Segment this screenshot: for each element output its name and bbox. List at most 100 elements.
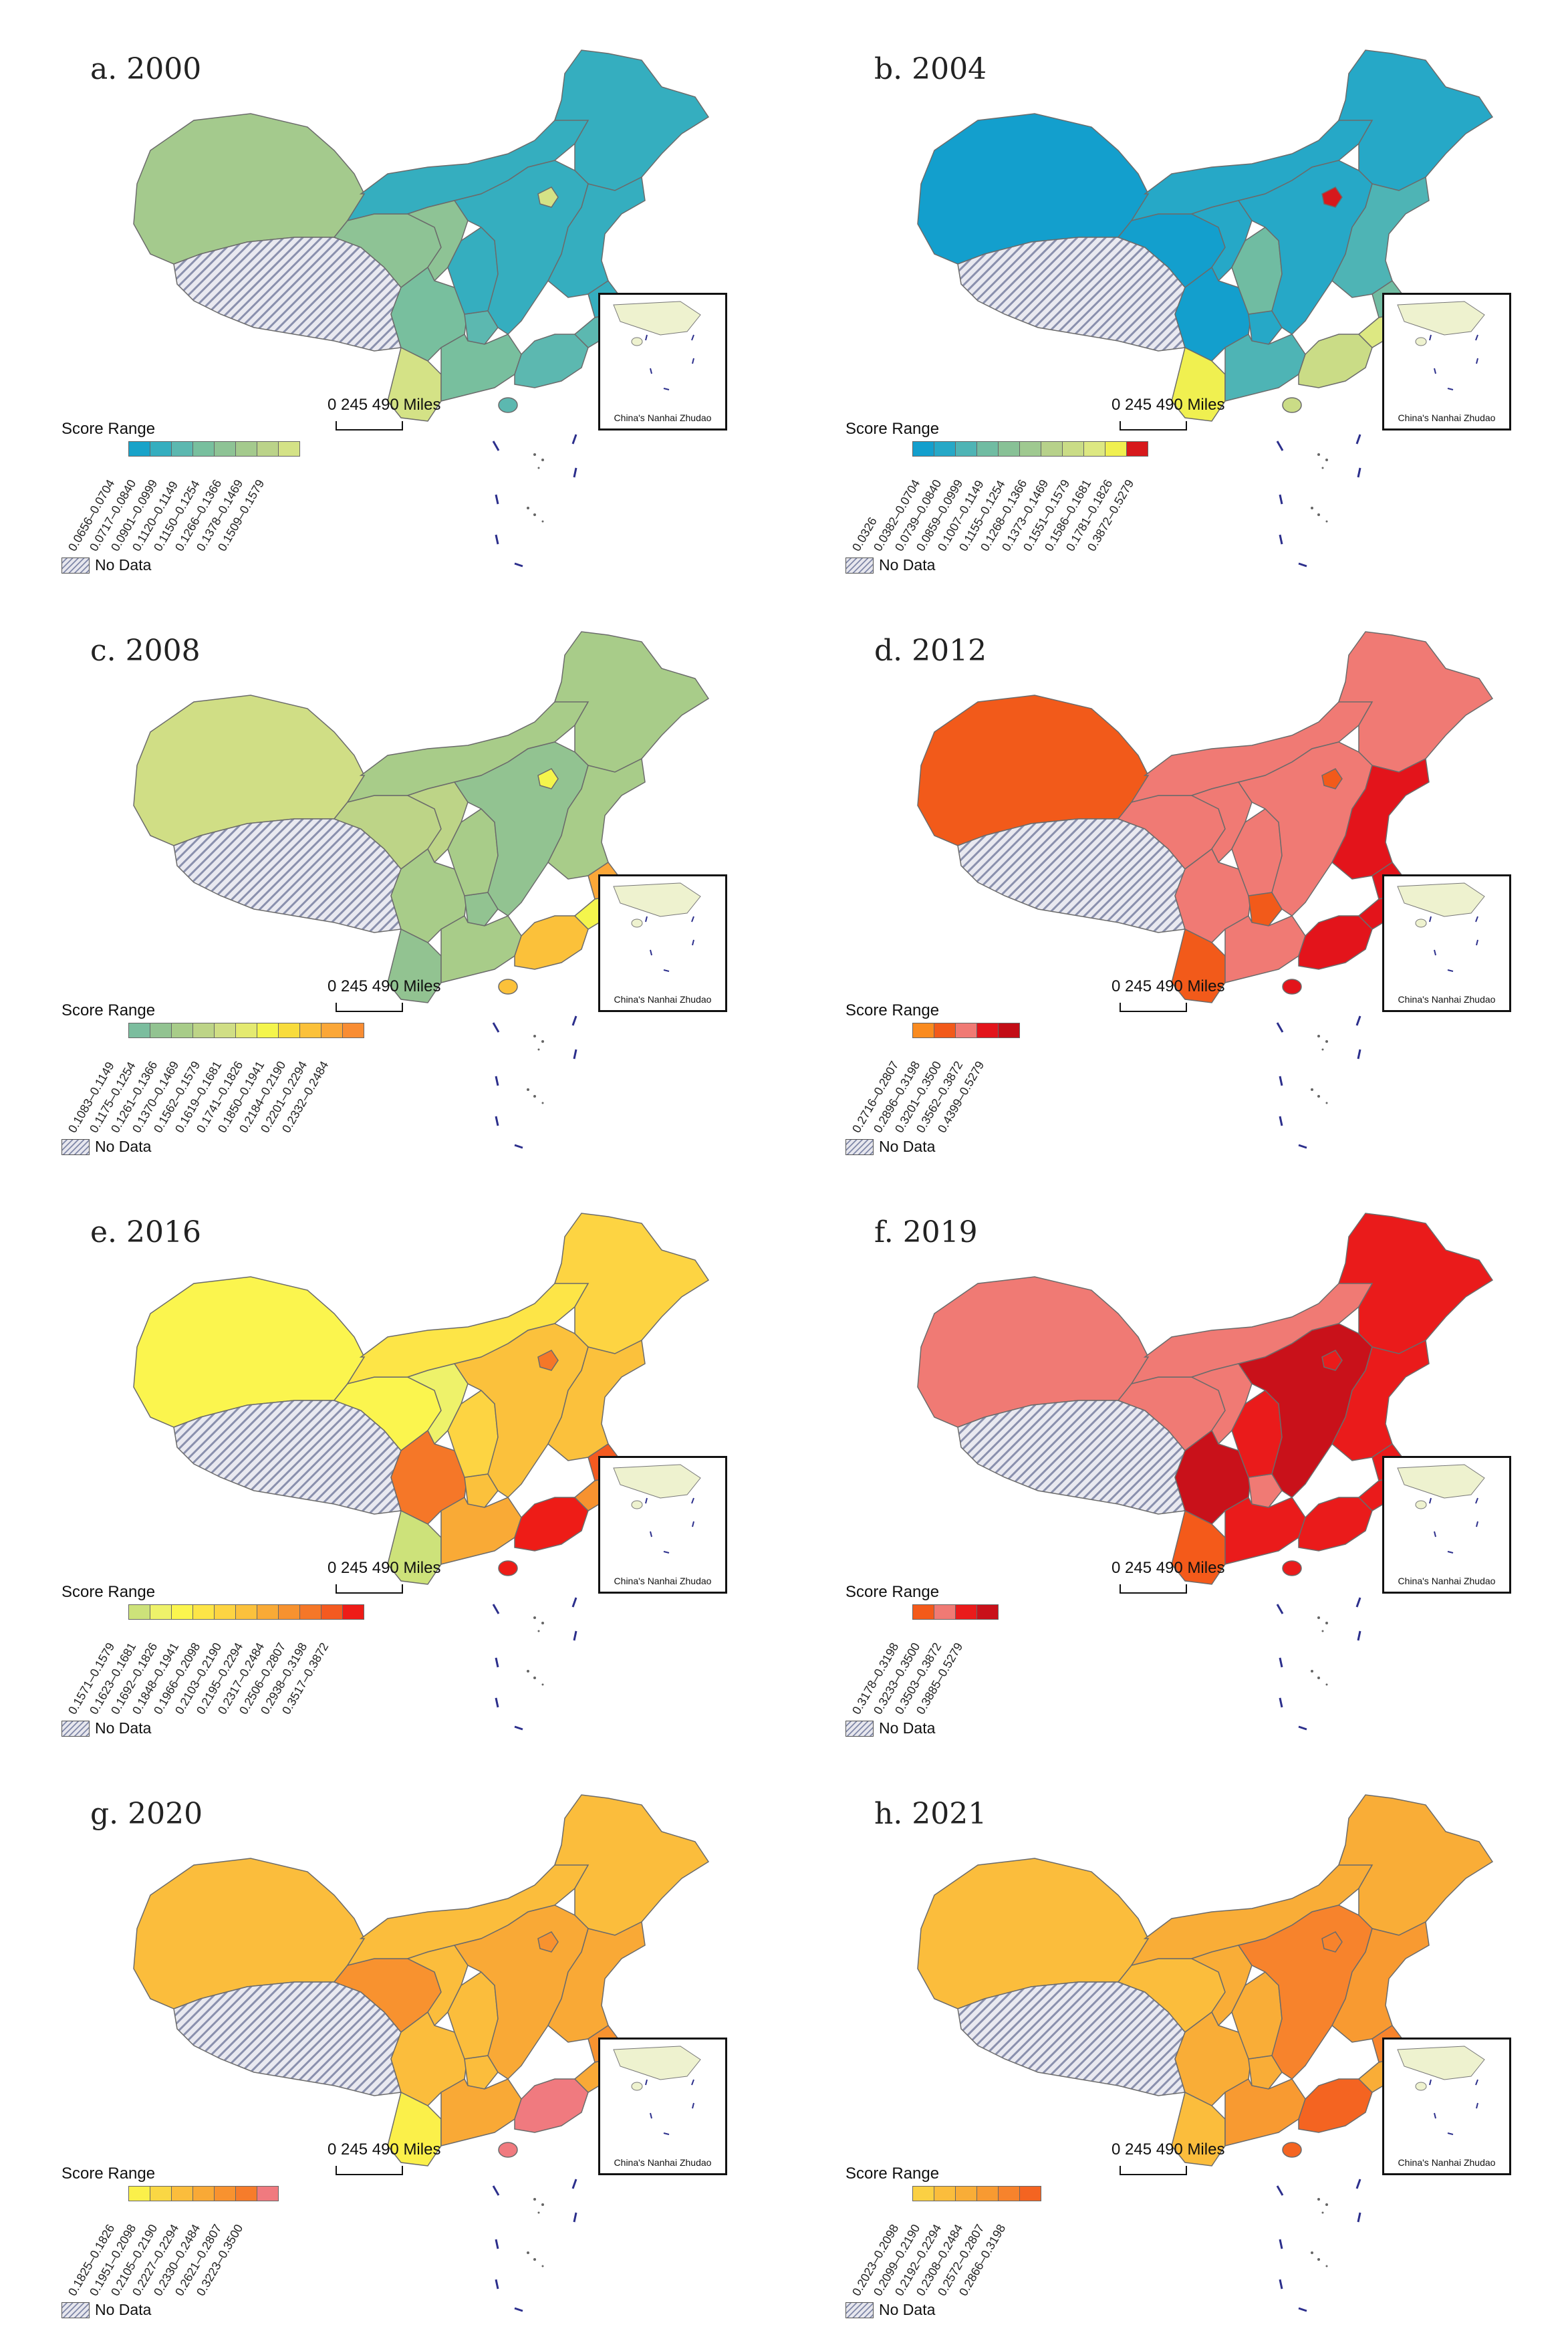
legend-swatch (257, 441, 279, 457)
china-map (917, 1213, 1494, 1731)
province-gx (440, 333, 522, 402)
province-gd (1298, 915, 1373, 970)
province-gd (514, 334, 589, 388)
panel-title: a. 2000 (90, 52, 202, 86)
south-sea-islands (527, 1035, 544, 1104)
province-bj (1321, 1931, 1343, 1953)
no-data-legend: No Data (61, 2301, 151, 2319)
legend-swatch (235, 441, 257, 457)
province-ne (1337, 1213, 1494, 1354)
legend-swatch (955, 1023, 977, 1038)
panel-title: b. 2004 (874, 52, 987, 86)
scale-line (1120, 1003, 1187, 1012)
inset-caption: China's Nanhai Zhudao (614, 994, 712, 1005)
scale-line (1120, 2166, 1187, 2175)
province-tb (173, 237, 402, 352)
south-china-sea-inset: China's Nanhai Zhudao (598, 293, 727, 430)
scale-line (1120, 1584, 1187, 1594)
legend-swatch (1019, 441, 1041, 457)
legend-ramp (128, 441, 300, 457)
province-bj (1321, 768, 1343, 789)
scale-line (336, 421, 403, 430)
scale-label: 0 245 490 Miles (1112, 2140, 1225, 2159)
province-tb (173, 818, 402, 933)
legend-title: Score Range (61, 2165, 156, 2183)
inset-caption: China's Nanhai Zhudao (1398, 1576, 1496, 1586)
province-tb (173, 1400, 402, 1515)
province-ne (1337, 1794, 1494, 1936)
legend-swatch (1062, 441, 1084, 457)
legend-swatch (150, 441, 172, 457)
no-data-swatch (61, 1720, 90, 1737)
inset-map (1397, 301, 1485, 390)
legend-swatch (278, 1023, 300, 1038)
no-data-legend: No Data (845, 556, 935, 574)
no-data-label: No Data (95, 1719, 152, 1737)
south-sea-islands (1311, 1616, 1328, 1686)
legend-swatch (235, 1604, 257, 1620)
legend-swatch (214, 1023, 236, 1038)
province-gx (1224, 914, 1306, 983)
china-map (133, 1213, 710, 1731)
legend-swatch (235, 2186, 257, 2201)
province-hainan (498, 397, 518, 413)
province-gx (1224, 333, 1306, 402)
inset-caption: China's Nanhai Zhudao (1398, 994, 1496, 1005)
legend-swatch (912, 2186, 934, 2201)
china-map (133, 49, 710, 568)
legend-swatch (192, 1023, 215, 1038)
legend-swatch (299, 1023, 321, 1038)
legend-swatch (214, 441, 236, 457)
china-map (917, 49, 1494, 568)
south-sea-islands (1311, 1035, 1328, 1104)
scale-bar: 0 245 490 Miles (1112, 977, 1224, 1012)
legend-swatch (278, 441, 300, 457)
scale-label: 0 245 490 Miles (328, 977, 441, 995)
inset-map (1397, 2046, 1485, 2135)
south-china-sea-inset: China's Nanhai Zhudao (598, 1456, 727, 1594)
legend-swatch (912, 1023, 934, 1038)
legend-swatch (321, 1023, 343, 1038)
south-china-sea-inset: China's Nanhai Zhudao (598, 874, 727, 1012)
map-panel: China's Nanhai Zhudao b. 2004 0 245 490 Mi… (784, 0, 1568, 578)
legend-ramp (128, 1023, 364, 1038)
province-bj (537, 1931, 559, 1953)
south-china-sea-inset: China's Nanhai Zhudao (598, 2038, 727, 2175)
province-tb (957, 818, 1186, 933)
legend-title: Score Range (845, 420, 940, 438)
province-gd (514, 1497, 589, 1552)
south-sea-islands (1311, 453, 1328, 523)
scale-line (336, 1003, 403, 1012)
legend-swatch (1019, 2186, 1041, 2201)
inset-caption: China's Nanhai Zhudao (1398, 2157, 1496, 2168)
legend-swatch (934, 441, 956, 457)
legend-swatch (1041, 441, 1063, 457)
panel-title: d. 2012 (874, 634, 987, 668)
province-gd (514, 2078, 589, 2133)
legend-ramp (912, 441, 1148, 457)
province-ne (553, 1794, 710, 1936)
scale-label: 0 245 490 Miles (328, 2140, 441, 2159)
province-hainan (1282, 1560, 1302, 1576)
legend-swatch (192, 1604, 215, 1620)
panel-title: c. 2008 (90, 634, 201, 668)
province-yn (1171, 346, 1226, 422)
no-data-label: No Data (879, 1719, 936, 1737)
legend-swatch (257, 2186, 279, 2201)
legend-swatch (214, 2186, 236, 2201)
scale-label: 0 245 490 Miles (1112, 1559, 1225, 1577)
no-data-swatch (845, 2302, 874, 2318)
legend-swatch (321, 1604, 343, 1620)
no-data-label: No Data (95, 2301, 152, 2318)
legend-swatch (934, 2186, 956, 2201)
province-yn (387, 928, 442, 1003)
no-data-label: No Data (879, 2301, 936, 2318)
legend-swatch (1126, 441, 1148, 457)
province-gx (1224, 1496, 1306, 1565)
scale-line (336, 1584, 403, 1594)
legend-swatch (976, 441, 999, 457)
legend-swatch (1083, 441, 1105, 457)
map-panel: China's Nanhai Zhudao f. 2019 0 245 490 Mi… (784, 1163, 1568, 1741)
legend-title: Score Range (845, 1583, 940, 1601)
legend-swatch (257, 1023, 279, 1038)
